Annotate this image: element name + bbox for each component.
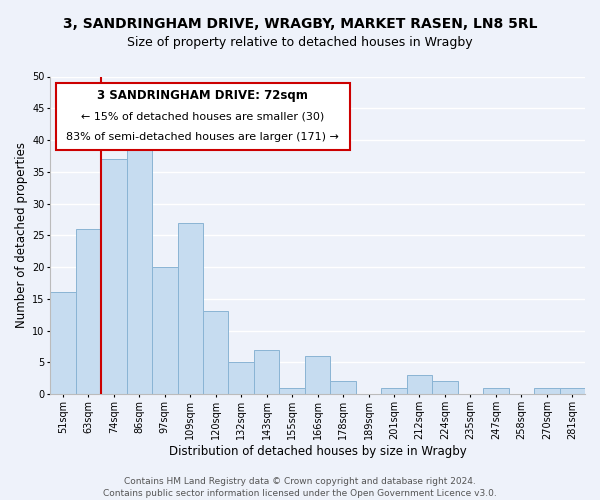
X-axis label: Distribution of detached houses by size in Wragby: Distribution of detached houses by size … (169, 444, 466, 458)
Bar (101, 159, 127, 394)
Text: Contains public sector information licensed under the Open Government Licence v3: Contains public sector information licen… (103, 488, 497, 498)
Bar (560, 388, 585, 394)
Bar (254, 350, 280, 394)
Y-axis label: Number of detached properties: Number of detached properties (15, 142, 28, 328)
FancyBboxPatch shape (56, 83, 350, 150)
Text: 3, SANDRINGHAM DRIVE, WRAGBY, MARKET RASEN, LN8 5RL: 3, SANDRINGHAM DRIVE, WRAGBY, MARKET RAS… (63, 18, 537, 32)
Bar (50, 292, 76, 394)
Bar (203, 312, 229, 394)
Text: Contains HM Land Registry data © Crown copyright and database right 2024.: Contains HM Land Registry data © Crown c… (124, 477, 476, 486)
Text: 3 SANDRINGHAM DRIVE: 72sqm: 3 SANDRINGHAM DRIVE: 72sqm (97, 89, 308, 102)
Bar (280, 388, 305, 394)
Bar (305, 356, 331, 394)
Text: 83% of semi-detached houses are larger (171) →: 83% of semi-detached houses are larger (… (66, 132, 339, 142)
Bar (178, 222, 203, 394)
Bar (152, 267, 178, 394)
Text: Size of property relative to detached houses in Wragby: Size of property relative to detached ho… (127, 36, 473, 49)
Bar (76, 229, 101, 394)
Bar (534, 388, 560, 394)
Bar (407, 375, 432, 394)
Bar (432, 382, 458, 394)
Bar (127, 146, 152, 394)
Bar (381, 388, 407, 394)
Text: ← 15% of detached houses are smaller (30): ← 15% of detached houses are smaller (30… (81, 112, 324, 122)
Bar (229, 362, 254, 394)
Bar (483, 388, 509, 394)
Bar (331, 382, 356, 394)
